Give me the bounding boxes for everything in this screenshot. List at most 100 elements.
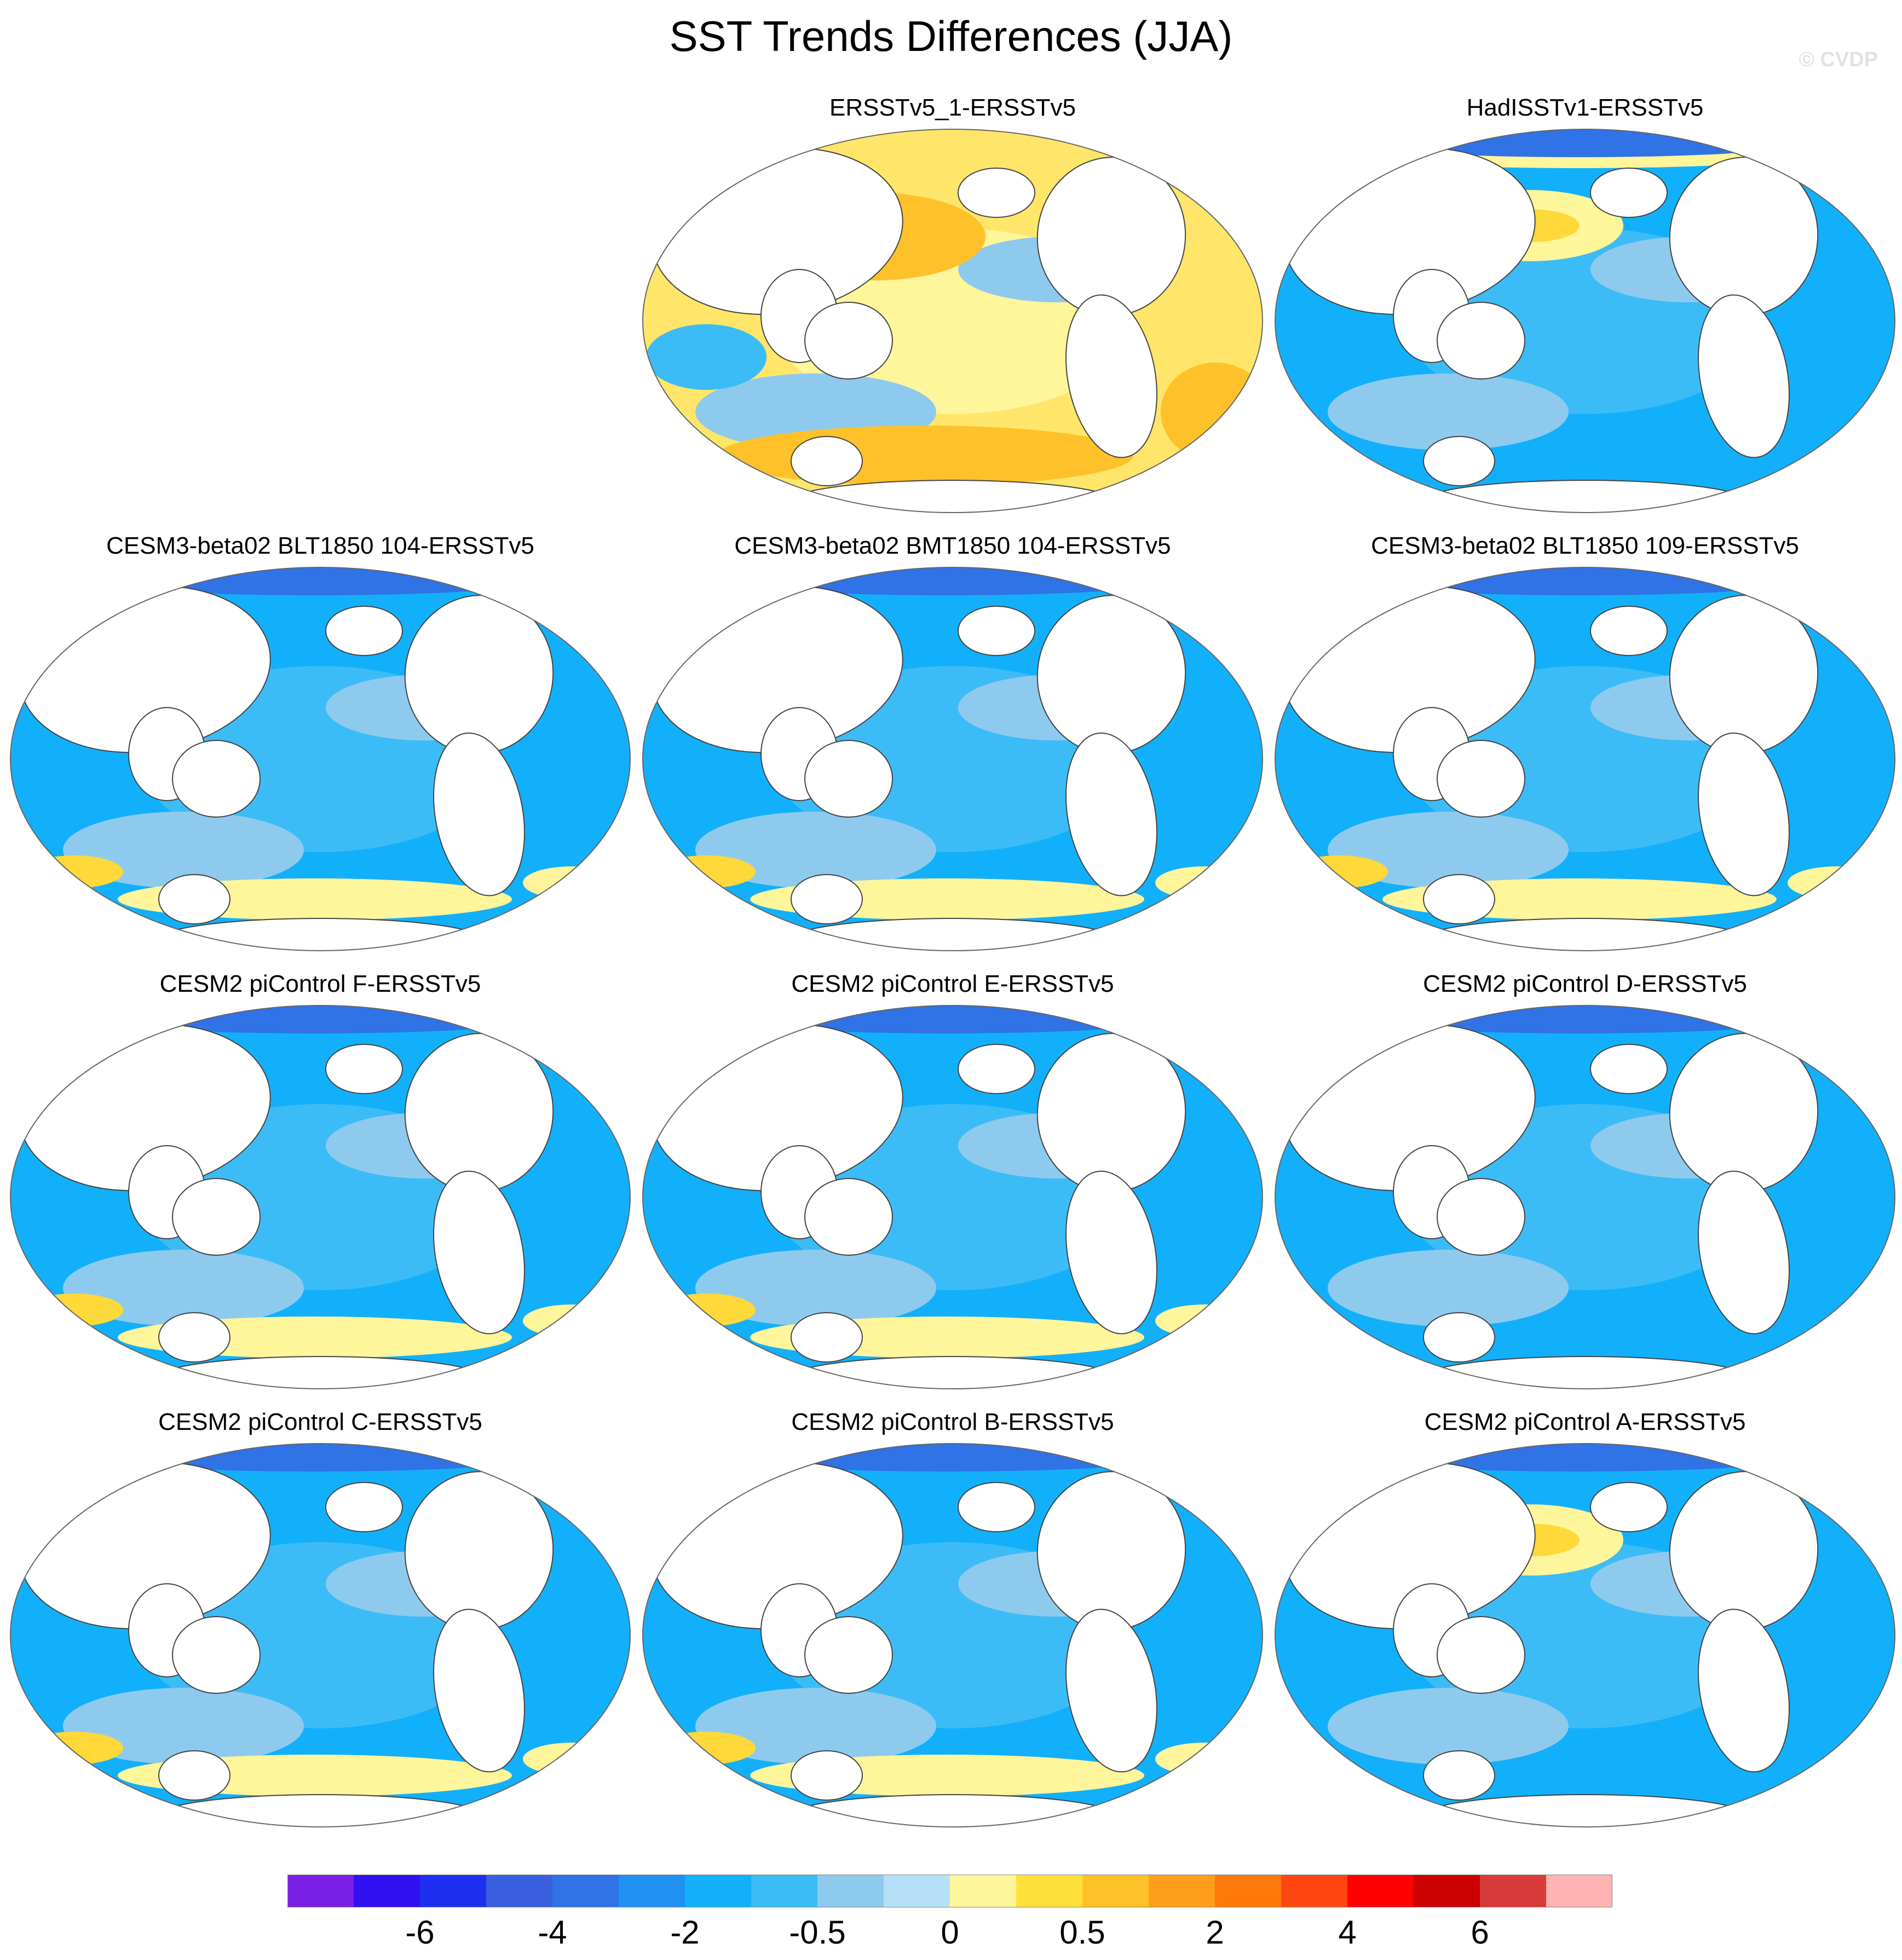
landmass (1590, 1482, 1668, 1532)
colorbar-swatch (354, 1875, 420, 1907)
colorbar-tick-label: 4 (1338, 1914, 1357, 1951)
colorbar-swatch (619, 1875, 685, 1907)
map-border (10, 1005, 631, 1389)
landmass (325, 606, 403, 656)
colorbar-swatch (1215, 1875, 1282, 1907)
colorbar-labels: -6 -4 -2 -0.5 0 0.5 2 4 6 (287, 1913, 1612, 1952)
landmass (804, 740, 893, 818)
colorbar-swatch (486, 1875, 553, 1907)
colorbar (287, 1875, 1612, 1907)
map-panel: CESM3-beta02 BLT1850 104-ERSSTv5 (8, 531, 632, 953)
landmass (1698, 294, 1790, 458)
colorbar-tick-label: -6 (405, 1914, 435, 1951)
map-plot (10, 1443, 631, 1827)
map-border (642, 1443, 1263, 1827)
map-panel: HadISSTv1-ERSSTv5 (1273, 93, 1897, 515)
map-panel: CESM2 piControl F-ERSSTv5 (8, 969, 632, 1391)
warm-patch (25, 1294, 123, 1326)
landmass (791, 1750, 863, 1801)
map-plot (1275, 129, 1895, 513)
landmass (433, 732, 525, 896)
landmass (1065, 732, 1157, 896)
map-border (1275, 1005, 1895, 1389)
landmass (804, 302, 893, 380)
landmass (325, 1044, 403, 1094)
map-border (642, 1005, 1263, 1389)
colorbar-tick-label: -2 (670, 1914, 700, 1951)
page-title: SST Trends Differences (JJA) (669, 12, 1233, 60)
landmass (1423, 436, 1495, 486)
landmass (172, 740, 261, 818)
landmass (172, 1616, 261, 1694)
colorbar-swatch (884, 1875, 950, 1907)
landmass (804, 1178, 893, 1256)
panel-title: CESM3-beta02 BLT1850 104-ERSSTv5 (106, 532, 534, 559)
colorbar-swatch (950, 1875, 1017, 1907)
landmass (325, 1482, 403, 1532)
landmass (1590, 1044, 1668, 1094)
panel-title: CESM2 piControl A-ERSSTv5 (1424, 1409, 1746, 1435)
colorbar-swatch (1347, 1875, 1414, 1907)
landmass (1437, 1178, 1525, 1256)
anomaly-patch (63, 1688, 304, 1764)
landmass (1698, 1170, 1790, 1335)
anomaly-patch (695, 1688, 936, 1764)
landmass (1698, 1608, 1790, 1773)
map-plot (642, 129, 1263, 513)
landmass (1590, 168, 1668, 218)
cool-patch (1361, 568, 1799, 595)
map-panel: CESM3-beta02 BMT1850 104-ERSSTv5 (641, 531, 1265, 953)
map-panel: CESM2 piControl D-ERSSTv5 (1273, 969, 1897, 1391)
panel-title: HadISSTv1-ERSSTv5 (1466, 94, 1704, 121)
landmass (1423, 874, 1495, 924)
colorbar-swatch (1546, 1875, 1612, 1907)
colorbar-swatch (287, 1875, 354, 1907)
colorbar-swatch (1414, 1875, 1480, 1907)
map-plot (1275, 1443, 1895, 1827)
landmass (958, 1044, 1035, 1094)
cool-patch (96, 568, 534, 595)
landmass (804, 1616, 893, 1694)
landmass (1065, 1170, 1157, 1335)
colorbar-swatch (1082, 1875, 1149, 1907)
map-plot (10, 567, 631, 951)
colorbar-swatch (1016, 1875, 1083, 1907)
landmass (958, 1482, 1035, 1532)
colorbar-swatch (1480, 1875, 1547, 1907)
anomaly-patch (1328, 373, 1569, 450)
warm-patch (1289, 855, 1388, 888)
anomaly-patch (63, 812, 304, 888)
map-panel: CESM2 piControl C-ERSSTv5 (8, 1407, 632, 1829)
warm-patch (25, 1732, 123, 1764)
warm-patch (717, 426, 1133, 486)
map-border (1275, 567, 1895, 951)
map-panel: CESM3-beta02 BLT1850 109-ERSSTv5 (1273, 531, 1897, 953)
map-panel: CESM2 piControl A-ERSSTv5 (1273, 1407, 1897, 1829)
landmass (158, 1312, 230, 1363)
colorbar-swatch (685, 1875, 752, 1907)
cool-patch (1361, 1444, 1799, 1472)
map-border (642, 129, 1263, 513)
panel-title: CESM2 piControl C-ERSSTv5 (158, 1409, 482, 1435)
panel-title: ERSSTv5_1-ERSSTv5 (829, 94, 1076, 121)
cool-patch (646, 324, 766, 390)
panel-title: CESM2 piControl D-ERSSTv5 (1423, 970, 1747, 997)
map-plot (1275, 567, 1895, 951)
cool-patch (1361, 130, 1799, 157)
map-border (642, 567, 1263, 951)
colorbar-swatch (751, 1875, 818, 1907)
warm-patch (657, 855, 756, 888)
landmass (958, 168, 1035, 218)
landmass (1590, 606, 1668, 656)
colorbar-tick-label: 6 (1471, 1914, 1489, 1951)
landmass (791, 874, 863, 924)
cool-patch (728, 1444, 1166, 1472)
map-plot (642, 1443, 1263, 1827)
cool-patch (96, 1006, 534, 1033)
landmass (791, 436, 863, 486)
landmass (1437, 302, 1525, 380)
landmass (1437, 1616, 1525, 1694)
map-panel: ERSSTv5_1-ERSSTv5 (641, 93, 1265, 515)
colorbar-swatch (1149, 1875, 1215, 1907)
landmass (1423, 1750, 1495, 1801)
